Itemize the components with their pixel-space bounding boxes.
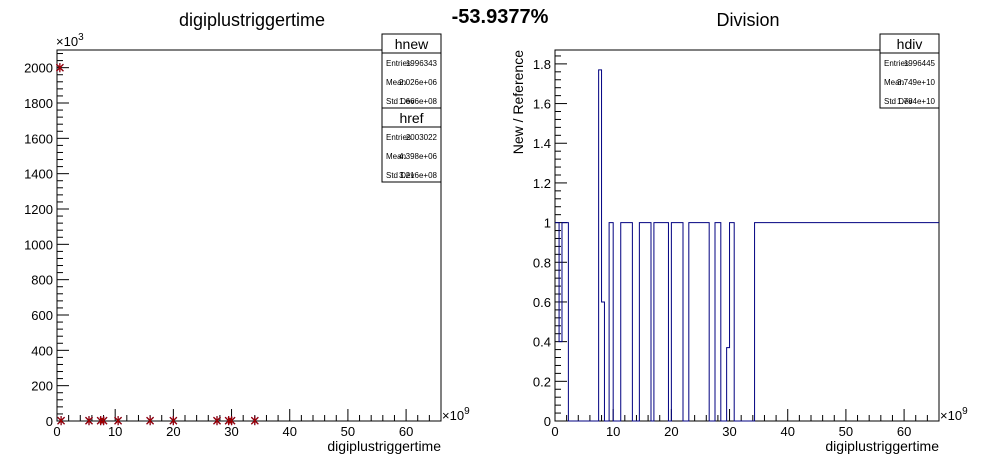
stats-box-frame [381, 107, 442, 183]
y-tick-label: 0.4 [533, 335, 551, 350]
stats-box-title: hnew [395, 36, 429, 52]
y-tick-label: 1400 [24, 167, 53, 182]
data-point [146, 416, 155, 426]
stats-value: 3.216e+08 [399, 171, 438, 180]
y-tick-label: 800 [31, 273, 53, 288]
y-tick-label: 200 [31, 379, 53, 394]
x-tick-label: 0 [53, 424, 60, 439]
y-tick-label: 1 [544, 216, 551, 231]
stats-box-frame [879, 33, 940, 109]
y-tick-label: 1800 [24, 96, 53, 111]
x-tick-label: 40 [282, 424, 296, 439]
stats-label: Mean [386, 78, 406, 87]
headline: -53.9377% [452, 6, 549, 28]
x-tick-label: 50 [341, 424, 355, 439]
y-tick-label: 0.6 [533, 295, 551, 310]
stats-value: 2.026e+06 [399, 78, 438, 87]
stats-label: Mean [386, 152, 406, 161]
stats-label: Std Dev [884, 97, 912, 106]
x-tick-label: 60 [897, 424, 911, 439]
x-tick-label: 20 [664, 424, 678, 439]
x-tick-label: 0 [551, 424, 558, 439]
y-tick-label: 1.6 [533, 97, 551, 112]
x-axis-label: digiplustriggertime [825, 438, 939, 454]
x-tick-label: 20 [166, 424, 180, 439]
y-tick-label: 400 [31, 343, 53, 358]
stats-box-title: hdiv [897, 36, 923, 52]
x-tick-label: 50 [839, 424, 853, 439]
right-panel: Division 0 10 20 30 40 50 60 0 0.2 0.4 0.6 0.8 1 1.2 1.… [510, 10, 968, 454]
y-tick-label: 1.4 [533, 136, 551, 151]
x-tick-label: 40 [780, 424, 794, 439]
stats-value: 1996445 [904, 59, 936, 68]
y-tick-label: 1.2 [533, 176, 551, 191]
stats-box-frame [381, 33, 442, 109]
data-point [213, 416, 221, 426]
stats-label: Entries [386, 59, 411, 68]
data-point [227, 416, 236, 426]
y-tick-label: 0 [46, 414, 53, 429]
data-point [250, 416, 259, 426]
stats-value: 1.666e+08 [399, 97, 438, 106]
x-tick-label: 30 [224, 424, 238, 439]
y-tick-label: 1600 [24, 131, 53, 146]
x-exponent-label: ×109 [940, 406, 968, 423]
y-exponent-label: ×103 [56, 32, 84, 49]
stats-label: Entries [386, 133, 411, 142]
y-tick-label: 1200 [24, 202, 53, 217]
y-tick-label: 1.8 [533, 57, 551, 72]
stats-label: Std Dev [386, 97, 414, 106]
plot-frame [56, 49, 442, 422]
data-point [169, 416, 178, 426]
y-axis-label: New / Reference [510, 50, 526, 154]
y-tick-label: 1000 [24, 237, 53, 252]
data-point [85, 416, 93, 426]
data-point [99, 416, 108, 426]
x-tick-label: 60 [399, 424, 413, 439]
stats-value: 1996343 [406, 59, 438, 68]
y-tick-label: 0.2 [533, 374, 551, 389]
stats-value: 1.784e+10 [897, 97, 936, 106]
data-point [114, 416, 123, 426]
x-axis-label: digiplustriggertime [327, 438, 441, 454]
y-tick-label: 0.8 [533, 255, 551, 270]
y-tick-label: 0 [544, 414, 551, 429]
chart-title: digiplustriggertime [179, 10, 325, 30]
y-tick-label: 2000 [24, 61, 53, 76]
data-point [55, 63, 64, 73]
ratio-step-line [555, 69, 939, 422]
x-exponent-label: ×109 [442, 406, 470, 423]
stats-value: 4.398e+06 [399, 152, 438, 161]
stats-label: Std Dev [386, 171, 414, 180]
chart-title: Division [716, 10, 779, 30]
x-tick-label: 10 [606, 424, 620, 439]
stats-value: 2003022 [406, 133, 438, 142]
stats-value: 3.749e+10 [897, 78, 936, 87]
x-tick-label: 30 [722, 424, 736, 439]
y-tick-label: 600 [31, 308, 53, 323]
stats-label: Mean [884, 78, 904, 87]
stats-box-title: href [399, 110, 423, 126]
x-tick-label: 10 [108, 424, 122, 439]
stats-label: Entries [884, 59, 909, 68]
data-point [57, 416, 65, 426]
